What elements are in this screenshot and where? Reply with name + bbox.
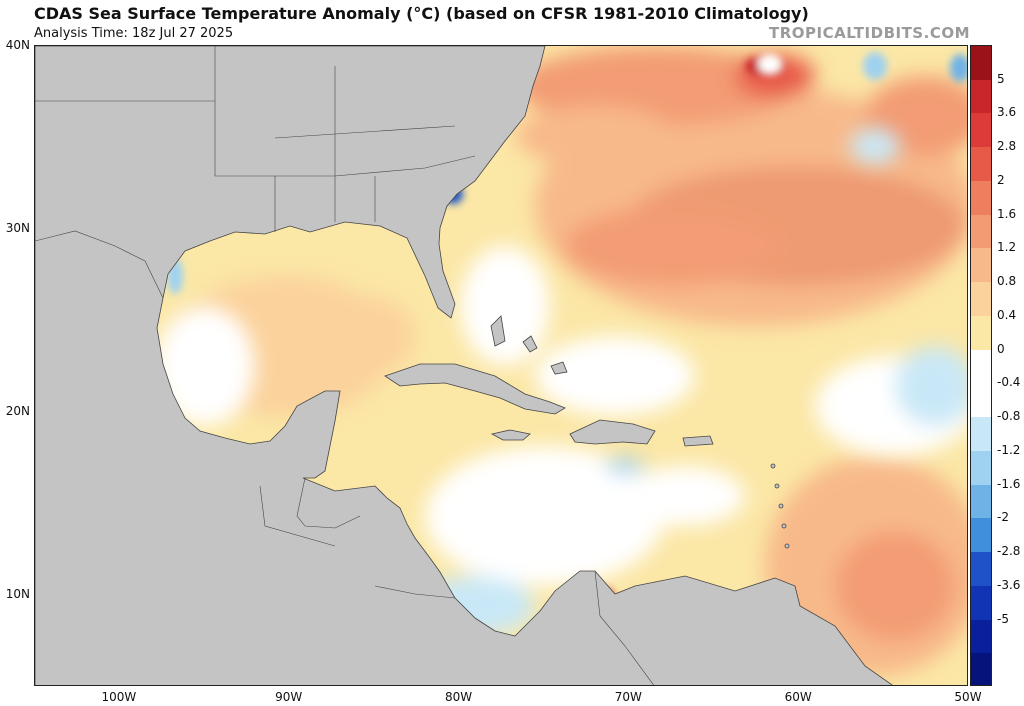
lat-tick-label: 40N (5, 38, 30, 52)
colorbar-label: -2.8 (997, 544, 1021, 559)
colorbar (970, 45, 992, 686)
lon-tick-label: 100W (101, 690, 137, 704)
colorbar-segment (971, 248, 991, 284)
colorbar-label: 1.2 (997, 240, 1017, 255)
lon-tick-label: 70W (614, 690, 642, 704)
colorbar-label: -0.8 (997, 409, 1021, 424)
colorbar-label: 2 (997, 172, 1005, 187)
lat-tick-label: 20N (5, 404, 30, 419)
colorbar-label: -1.2 (997, 442, 1021, 457)
lon-tick-label: 90W (275, 690, 303, 704)
colorbar-segment (971, 619, 991, 655)
sst-anomaly-map (34, 45, 968, 686)
colorbar-segment (971, 518, 991, 554)
lat-tick-label: 30N (5, 221, 30, 236)
land (35, 46, 893, 685)
colorbar-segment (971, 113, 991, 149)
colorbar-label: 1.6 (997, 206, 1017, 221)
lat-tick-label: 10N (5, 587, 30, 602)
colorbar-label: -5 (997, 611, 1009, 626)
analysis-time: Analysis Time: 18z Jul 27 2025 (34, 26, 234, 41)
brand-watermark: TROPICALTIDBITS.COM (769, 24, 970, 42)
colorbar-segment (971, 180, 991, 216)
colorbar-segment (971, 147, 991, 182)
colorbar-segment (971, 484, 991, 520)
colorbar-segment (971, 552, 991, 587)
colorbar-segment (971, 383, 991, 419)
colorbar-segment (971, 585, 991, 621)
colorbar-label: 3.6 (997, 105, 1017, 120)
colorbar-segment (971, 417, 991, 452)
colorbar-segment (971, 450, 991, 486)
political-borders (35, 46, 654, 685)
colorbar-label: -1.6 (997, 476, 1021, 491)
colorbar-segment (971, 214, 991, 250)
colorbar-label: 2.8 (997, 139, 1017, 154)
colorbar-segment (971, 653, 991, 685)
colorbar-segment (971, 349, 991, 385)
colorbar-label: 0 (997, 341, 1005, 356)
colorbar-label: -3.6 (997, 577, 1021, 592)
lon-tick-label: 50W (954, 690, 982, 704)
colorbar-label: -2 (997, 510, 1009, 525)
colorbar-segment (971, 46, 991, 81)
colorbar-label: 0.8 (997, 274, 1017, 289)
colorbar-segment (971, 79, 991, 115)
lon-tick-label: 60W (784, 690, 812, 704)
colorbar-label: -0.4 (997, 375, 1021, 390)
colorbar-segment (971, 315, 991, 351)
colorbar-label: 0.4 (997, 307, 1017, 322)
colorbar-label: 5 (997, 71, 1005, 86)
lon-tick-label: 80W (444, 690, 473, 704)
map-title: CDAS Sea Surface Temperature Anomaly (°C… (34, 4, 809, 23)
colorbar-segment (971, 282, 991, 317)
